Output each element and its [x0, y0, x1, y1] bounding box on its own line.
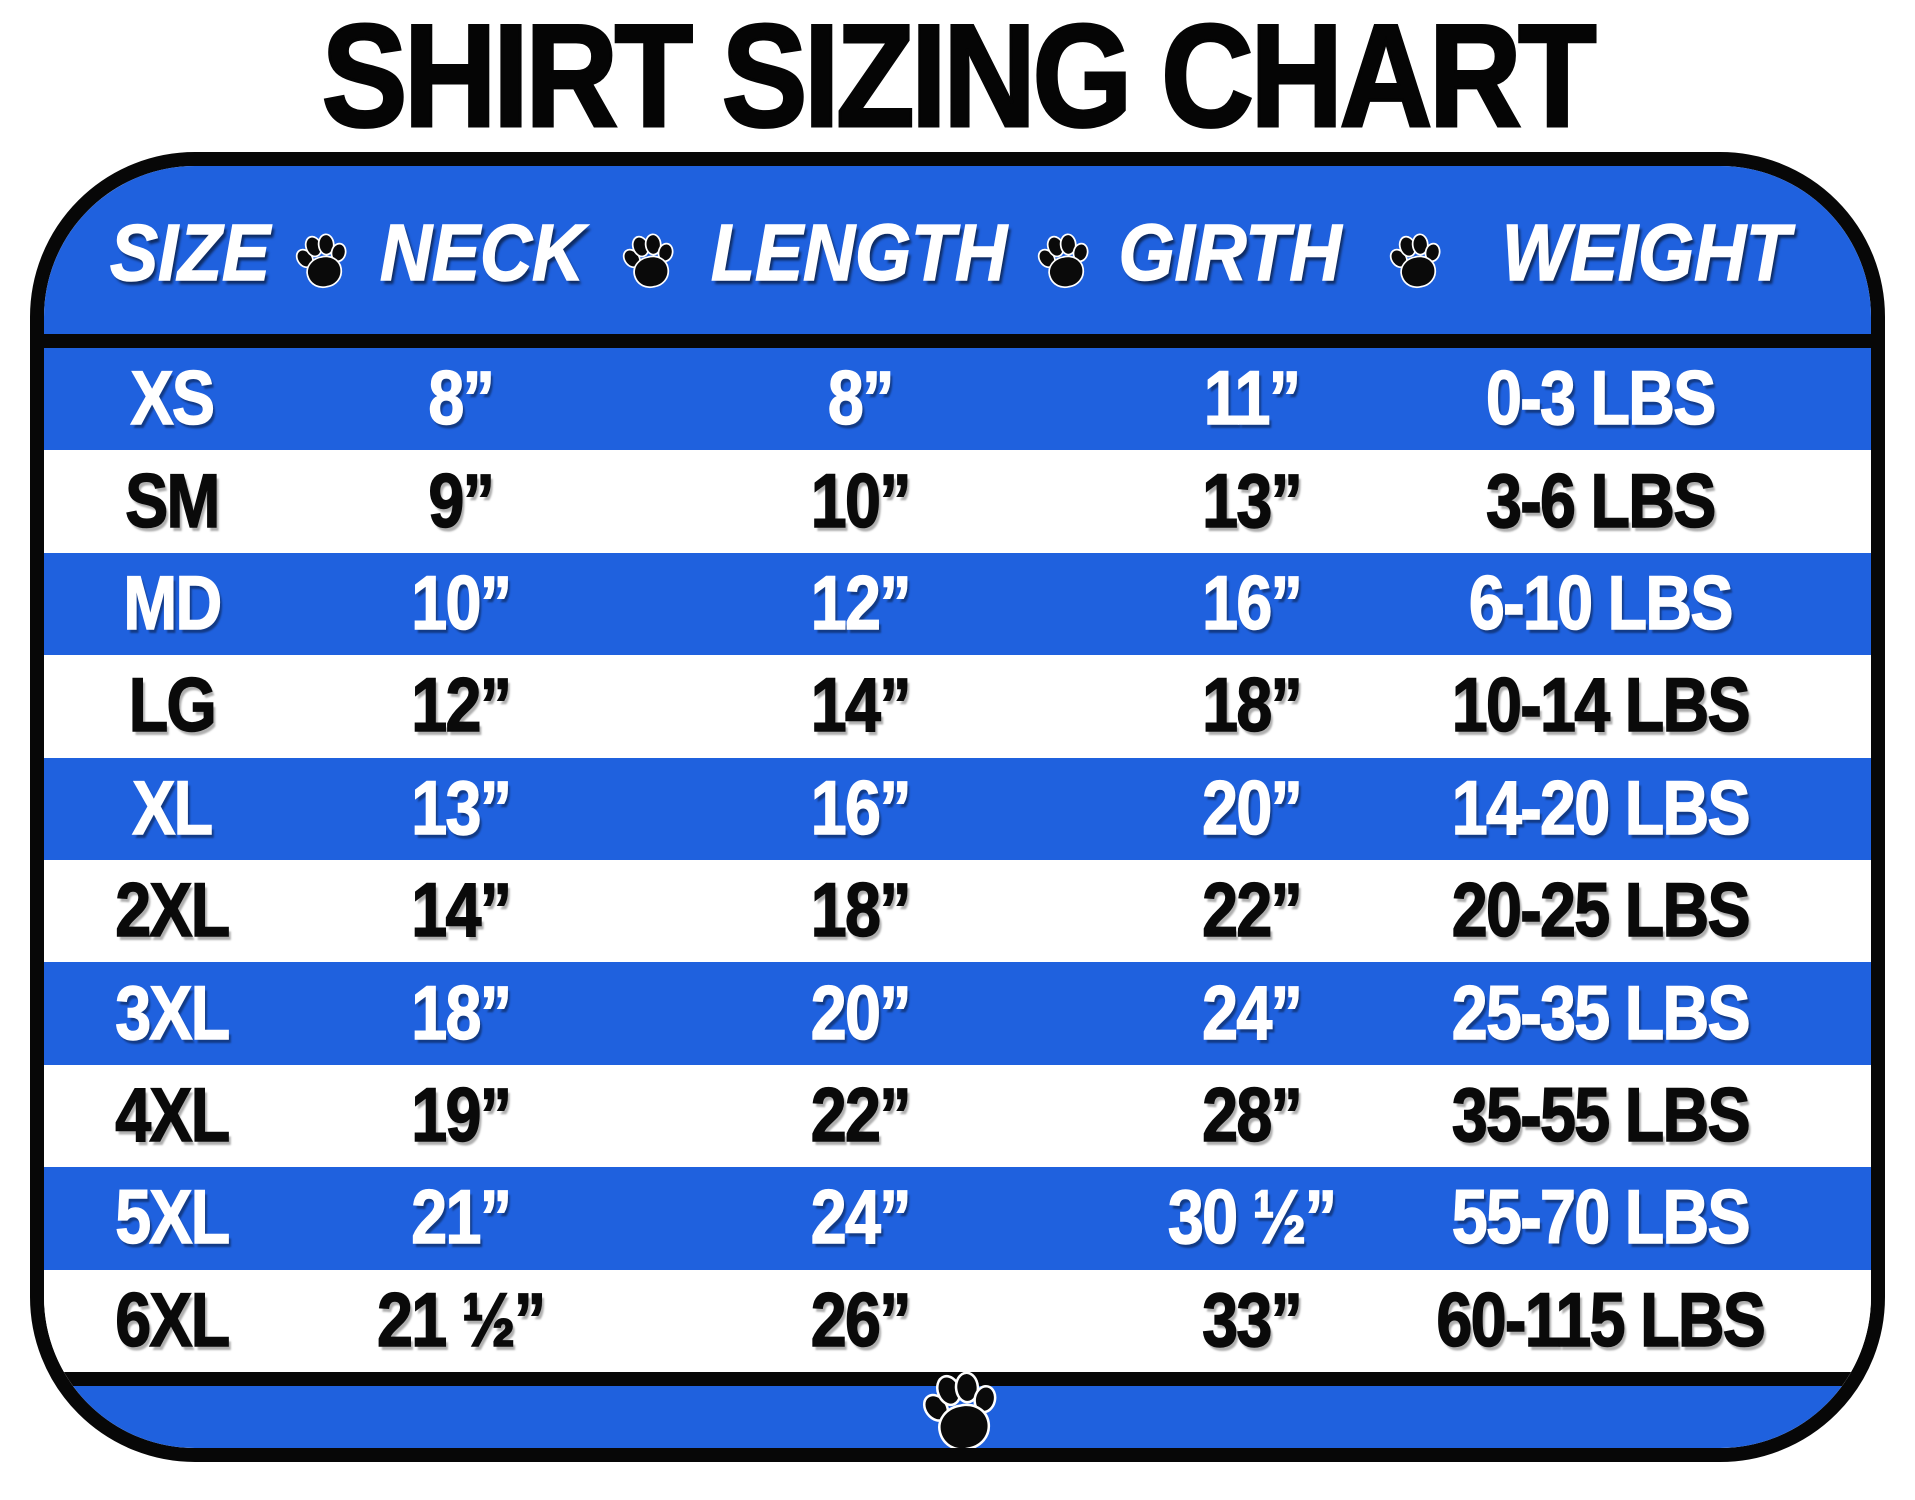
- cell-size: XL: [132, 765, 214, 851]
- cell-weight: 0-3 LBS: [1486, 356, 1718, 442]
- table-row-xl: XL 13” 16” 20” 14-20 LBS: [44, 757, 1871, 860]
- table-row-4xl: 4XL 19” 22” 28” 35-55 LBS: [44, 1064, 1871, 1168]
- table-row-xs: XS 8” 8” 11” 0-3 LBS: [44, 348, 1871, 451]
- page-title-bar: SHIRT SIZING CHART: [0, 0, 1915, 159]
- paw-icon: [291, 228, 349, 292]
- cell-length: 8”: [828, 356, 896, 442]
- cell-girth: 28”: [1201, 1072, 1303, 1158]
- table-row-5xl: 5XL 21” 24” 30 ½” 55-70 LBS: [44, 1167, 1871, 1270]
- cell-girth: 16”: [1201, 560, 1303, 646]
- cell-girth: 20”: [1201, 765, 1303, 851]
- cell-neck: 13”: [410, 765, 512, 851]
- cell-neck: 14”: [410, 868, 512, 954]
- cell-length: 14”: [810, 663, 912, 749]
- header-divider: [44, 334, 1871, 348]
- cell-size: LG: [128, 663, 217, 749]
- cell-length: 18”: [810, 868, 912, 954]
- cell-size: 6XL: [115, 1277, 231, 1363]
- sizing-chart-panel: SIZE NECK LENGTH GIRTH WEIGHT XS 8” 8” 1…: [30, 152, 1885, 1462]
- cell-weight: 10-14 LBS: [1451, 663, 1751, 749]
- cell-size: XS: [130, 356, 216, 442]
- cell-neck: 10”: [410, 560, 512, 646]
- cell-size: 2XL: [115, 868, 231, 954]
- cell-neck: 19”: [410, 1072, 512, 1158]
- column-header-neck: NECK: [380, 208, 585, 299]
- table-row-6xl: 6XL 21 ½” 26” 33” 60-115 LBS: [44, 1269, 1871, 1372]
- cell-length: 20”: [810, 970, 912, 1056]
- cell-weight: 6-10 LBS: [1469, 560, 1735, 646]
- cell-length: 10”: [810, 458, 912, 544]
- paw-icon: [912, 1368, 1004, 1452]
- cell-weight: 35-55 LBS: [1451, 1072, 1751, 1158]
- column-header-girth: GIRTH: [1118, 208, 1342, 299]
- table-row-md: MD 10” 12” 16” 6-10 LBS: [44, 552, 1871, 656]
- cell-neck: 9”: [427, 458, 495, 544]
- cell-girth: 24”: [1201, 970, 1303, 1056]
- cell-size: 4XL: [115, 1072, 231, 1158]
- cell-neck: 21”: [410, 1175, 512, 1261]
- cell-girth: 13”: [1201, 458, 1303, 544]
- cell-size: 5XL: [115, 1175, 231, 1261]
- cell-girth: 30 ½”: [1167, 1175, 1337, 1261]
- paw-icon: [618, 228, 676, 292]
- cell-girth: 33”: [1201, 1277, 1303, 1363]
- cell-girth: 18”: [1201, 663, 1303, 749]
- table-header-row: SIZE NECK LENGTH GIRTH WEIGHT: [44, 166, 1871, 334]
- cell-size: MD: [123, 560, 223, 646]
- cell-length: 22”: [810, 1072, 912, 1158]
- table-row-lg: LG 12” 14” 18” 10-14 LBS: [44, 655, 1871, 758]
- page-title: SHIRT SIZING CHART: [320, 0, 1598, 159]
- table-footer: [44, 1386, 1871, 1448]
- cell-weight: 20-25 LBS: [1451, 868, 1751, 954]
- cell-length: 16”: [810, 765, 912, 851]
- cell-length: 24”: [810, 1175, 912, 1261]
- column-header-length: LENGTH: [710, 208, 1007, 299]
- cell-weight: 3-6 LBS: [1486, 458, 1718, 544]
- paw-icon: [1385, 228, 1443, 292]
- cell-girth: 11”: [1203, 356, 1301, 442]
- table-row-3xl: 3XL 18” 20” 24” 25-35 LBS: [44, 962, 1871, 1065]
- cell-weight: 55-70 LBS: [1451, 1175, 1751, 1261]
- cell-girth: 22”: [1201, 868, 1303, 954]
- column-header-weight: WEIGHT: [1502, 208, 1791, 299]
- cell-size: SM: [124, 458, 220, 544]
- table-row-sm: SM 9” 10” 13” 3-6 LBS: [44, 450, 1871, 553]
- cell-neck: 18”: [410, 970, 512, 1056]
- cell-weight: 60-115 LBS: [1436, 1277, 1767, 1363]
- cell-neck: 12”: [410, 663, 512, 749]
- table-row-2xl: 2XL 14” 18” 22” 20-25 LBS: [44, 859, 1871, 963]
- cell-neck: 8”: [427, 356, 495, 442]
- cell-neck: 21 ½”: [376, 1277, 546, 1363]
- cell-weight: 14-20 LBS: [1451, 765, 1751, 851]
- column-header-size: SIZE: [109, 208, 271, 299]
- cell-length: 12”: [810, 560, 912, 646]
- cell-length: 26”: [810, 1277, 912, 1363]
- paw-icon: [1033, 228, 1091, 292]
- cell-weight: 25-35 LBS: [1451, 970, 1751, 1056]
- cell-size: 3XL: [115, 970, 231, 1056]
